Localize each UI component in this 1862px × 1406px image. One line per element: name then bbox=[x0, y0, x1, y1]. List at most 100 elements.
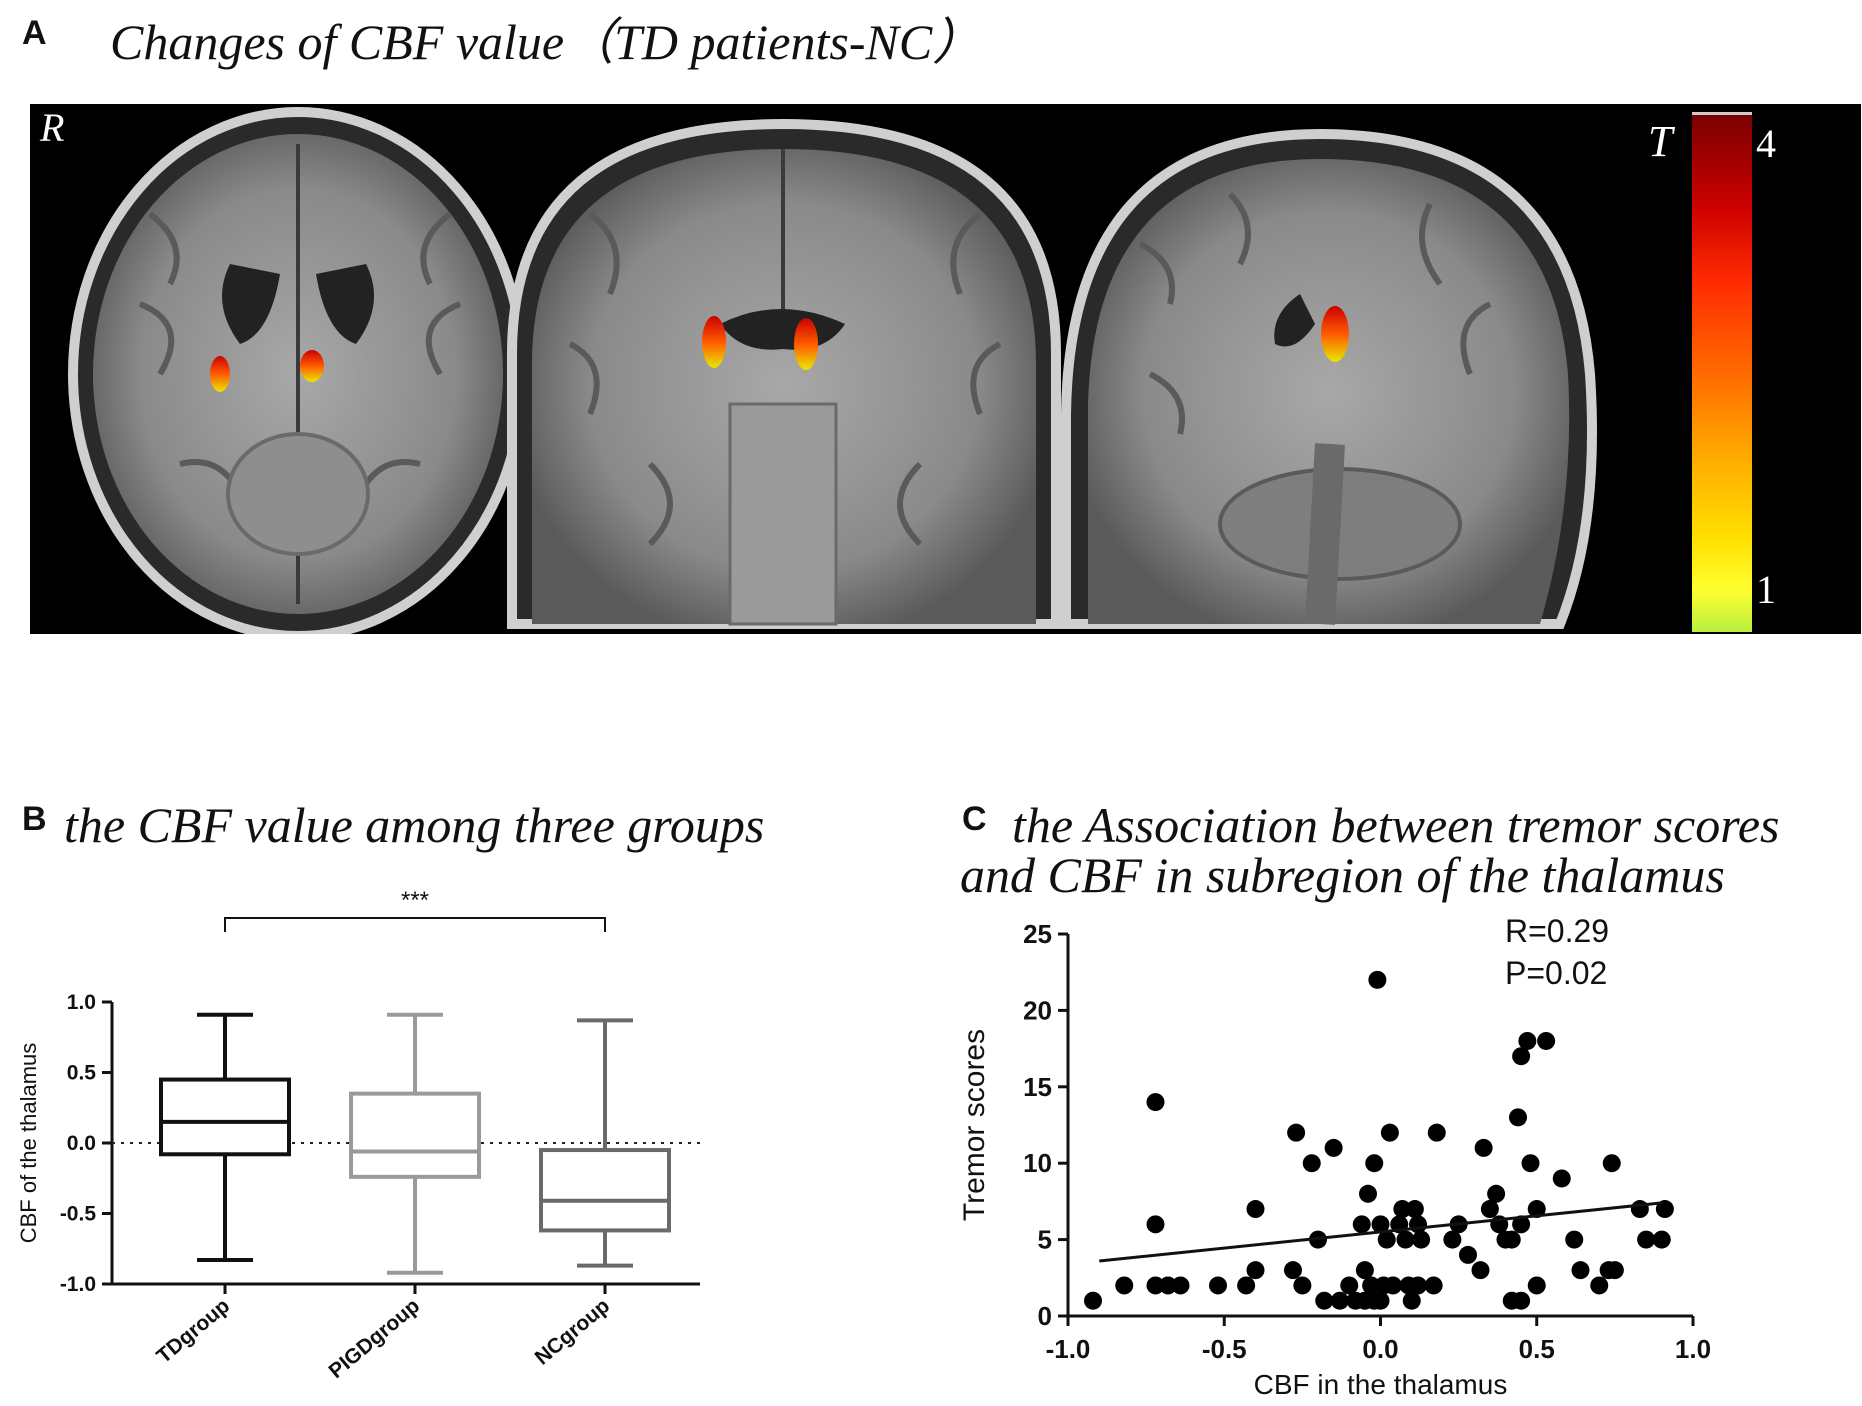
activation-blob bbox=[702, 316, 726, 368]
y-tick-label: 0.5 bbox=[67, 1062, 97, 1085]
activation-blob bbox=[300, 350, 324, 382]
scatter-point bbox=[1602, 1154, 1621, 1173]
scatter-point bbox=[1652, 1230, 1671, 1249]
scatter-point bbox=[1084, 1291, 1102, 1310]
regression-line bbox=[1099, 1201, 1662, 1263]
panel-c-title-line2: and CBF in subregion of the thalamus bbox=[960, 847, 1725, 903]
y-tick-label: 20 bbox=[1023, 995, 1052, 1025]
y-tick-label: 15 bbox=[1023, 1072, 1052, 1102]
scatter-point bbox=[1459, 1245, 1477, 1264]
scatter-point bbox=[1537, 1031, 1556, 1050]
scatter-point bbox=[1512, 1291, 1531, 1310]
scatter-point bbox=[1237, 1276, 1256, 1295]
sagittal-brain-view bbox=[1061, 128, 1597, 629]
scatter-point bbox=[1402, 1291, 1421, 1310]
scatter-point bbox=[1424, 1276, 1443, 1295]
scatter-point bbox=[1409, 1276, 1427, 1295]
x-tick-label: PIGDgroup bbox=[325, 1294, 425, 1383]
scatter-point bbox=[1284, 1261, 1302, 1280]
scatter-point bbox=[1146, 1276, 1165, 1295]
scatter-point bbox=[1474, 1138, 1493, 1157]
box-plot: 1.0 0.5 0.0 -0.5 -1.0 CBF of the thalamus TDgr… bbox=[16, 887, 700, 1383]
scatter-point bbox=[1393, 1200, 1412, 1219]
scatter-point bbox=[1362, 1276, 1381, 1295]
scatter-point bbox=[1605, 1261, 1624, 1280]
scatter-point bbox=[1380, 1123, 1399, 1142]
right-side-label: R bbox=[40, 105, 65, 150]
y-tick-label: 0 bbox=[1038, 1301, 1052, 1331]
panel-c-title-line1: the Association between tremor scores bbox=[1012, 797, 1780, 853]
x-tick-label: TDgroup bbox=[152, 1294, 234, 1368]
scatter-point bbox=[1509, 1108, 1527, 1127]
scatter-point bbox=[1512, 1047, 1531, 1066]
mri-views bbox=[68, 107, 1752, 641]
scatter-point bbox=[1480, 1200, 1499, 1219]
scatter-point bbox=[1293, 1276, 1312, 1295]
scatter-point bbox=[1146, 1093, 1165, 1112]
scatter-point bbox=[1427, 1123, 1446, 1142]
scatter-point bbox=[1146, 1215, 1165, 1234]
y-tick-label: 10 bbox=[1023, 1148, 1052, 1178]
scatter-point bbox=[1159, 1276, 1177, 1295]
axial-brain-view bbox=[68, 107, 528, 641]
scatter-point bbox=[1368, 970, 1387, 989]
scatter-point bbox=[1315, 1291, 1334, 1310]
stat-label: R=0.29 bbox=[1505, 913, 1609, 949]
y-tick-label: -1.0 bbox=[60, 1273, 96, 1296]
box-iqr bbox=[159, 1077, 291, 1157]
scatter-point bbox=[1352, 1215, 1371, 1234]
scatter-point bbox=[1371, 1215, 1390, 1234]
activation-blob bbox=[1321, 306, 1349, 362]
scatter-point bbox=[1590, 1276, 1609, 1295]
stat-label: P=0.02 bbox=[1505, 955, 1607, 991]
x-tick-label: NCgroup bbox=[531, 1294, 615, 1369]
scatter-point bbox=[1171, 1276, 1190, 1295]
scatter-point bbox=[1571, 1261, 1590, 1280]
scatter-point bbox=[1443, 1230, 1462, 1249]
scatter-point bbox=[1552, 1169, 1571, 1188]
scatter-point bbox=[1324, 1138, 1343, 1157]
y-tick-label: -0.5 bbox=[60, 1203, 97, 1226]
panel-a-letter: A bbox=[22, 14, 47, 52]
scatter-point bbox=[1330, 1291, 1349, 1310]
scatter-point bbox=[1340, 1276, 1359, 1295]
scatter-point bbox=[1371, 1291, 1390, 1310]
y-axis-label: CBF of the thalamus bbox=[16, 1043, 41, 1244]
scatter-point bbox=[1302, 1154, 1321, 1173]
coronal-brain-view bbox=[507, 118, 1061, 629]
scatter-point bbox=[1405, 1200, 1424, 1219]
panel-b-title: the CBF value among three groups bbox=[64, 797, 765, 853]
y-tick-label: 0.0 bbox=[67, 1132, 96, 1155]
y-tick-label: 1.0 bbox=[67, 991, 96, 1014]
activation-blob bbox=[210, 356, 230, 392]
x-tick-label: -1.0 bbox=[1046, 1334, 1091, 1364]
x-axis-label: CBF in the thalamus bbox=[1254, 1369, 1508, 1400]
scatter-point bbox=[1377, 1230, 1396, 1249]
scatter-point bbox=[1527, 1276, 1546, 1295]
scatter-point bbox=[1355, 1261, 1374, 1280]
scatter-plot: 0 5 10 15 20 25 -1.0 -0.5 0.0 0.5 1.0 CBF in the th… bbox=[958, 913, 1711, 1400]
scatter-point bbox=[1384, 1276, 1402, 1295]
box-iqr bbox=[539, 1148, 671, 1233]
scatter-point bbox=[1487, 1184, 1506, 1203]
scatter-point bbox=[1527, 1200, 1546, 1219]
scatter-point bbox=[1396, 1230, 1415, 1249]
x-tick-label: 0.5 bbox=[1519, 1334, 1555, 1364]
scatter-point bbox=[1246, 1200, 1265, 1219]
scatter-point bbox=[1246, 1261, 1265, 1280]
scatter-point bbox=[1287, 1123, 1306, 1142]
mri-figure: R T 4 1 bbox=[30, 104, 1861, 641]
y-tick-label: 5 bbox=[1038, 1225, 1052, 1255]
scatter-point bbox=[1365, 1154, 1384, 1173]
scatter-point bbox=[1565, 1230, 1584, 1249]
scatter-point bbox=[1518, 1031, 1537, 1050]
scatter-point bbox=[1471, 1261, 1490, 1280]
colorbar bbox=[1692, 114, 1752, 632]
colorbar-min-label: 1 bbox=[1756, 567, 1776, 612]
scatter-point bbox=[1115, 1276, 1134, 1295]
activation-blob bbox=[794, 318, 818, 370]
scatter-point bbox=[1521, 1154, 1540, 1173]
panel-b-letter: B bbox=[22, 800, 47, 838]
colorbar-label: T bbox=[1648, 117, 1673, 166]
scatter-point bbox=[1412, 1230, 1431, 1249]
